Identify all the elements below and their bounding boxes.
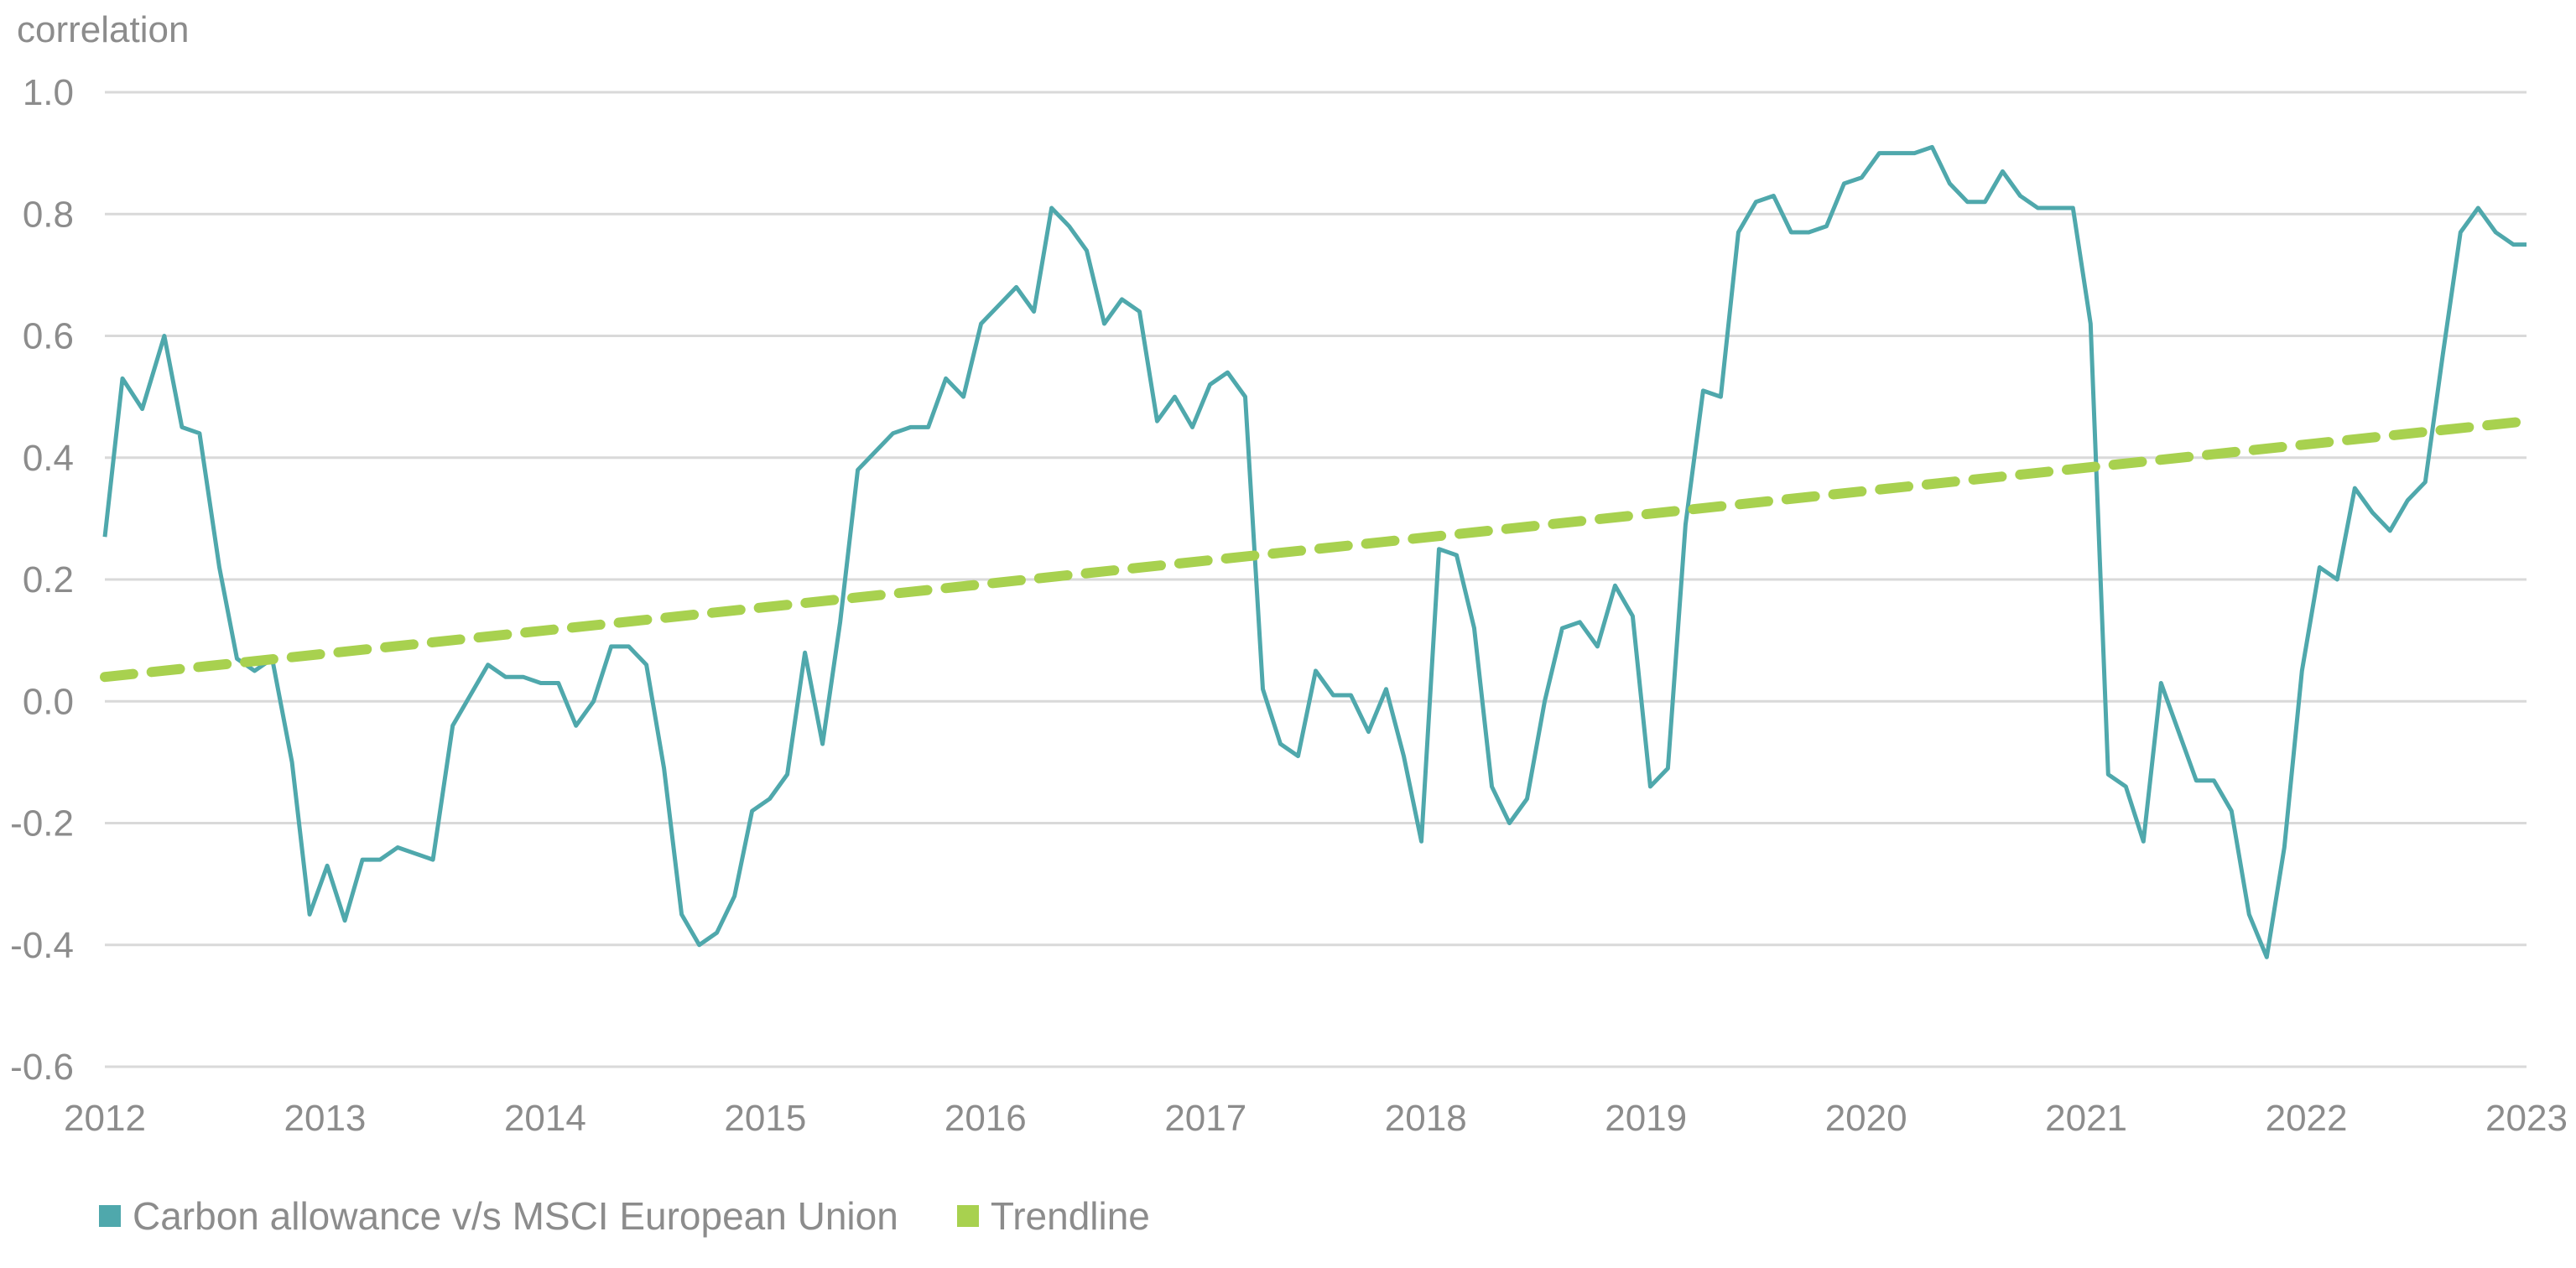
legend-item-trendline: Trendline [956,1193,1150,1239]
gridlines [105,91,2527,1068]
y-tick-label: 1.0 [23,72,74,113]
x-tick-label: 2020 [1825,1098,1907,1139]
x-tick-label: 2022 [2266,1098,2348,1139]
legend-swatch-carbon [99,1205,121,1227]
trendline-series-line [100,416,2532,683]
x-tick-label: 2016 [945,1098,1027,1139]
y-tick-label: 0.4 [23,438,74,479]
x-tick-label: 2014 [504,1098,586,1139]
series-group [100,144,2532,959]
y-tick-label: -0.6 [10,1047,74,1088]
legend-label-trendline: Trendline [990,1194,1150,1238]
y-tick-label: 0.0 [23,681,74,722]
y-tick-label: -0.4 [10,925,74,966]
x-tick-label: 2015 [724,1098,806,1139]
y-tick-label: 0.8 [23,194,74,235]
legend-label-carbon: Carbon allowance v/s MSCI European Union [133,1194,898,1238]
x-tick-label: 2013 [284,1098,367,1139]
y-tick-label: -0.2 [10,803,74,844]
y-tick-label: 0.6 [23,316,74,357]
x-tick-label: 2017 [1164,1098,1246,1139]
y-tick-label: 0.2 [23,559,74,600]
x-tick-label: 2012 [64,1098,146,1139]
legend-item-carbon: Carbon allowance v/s MSCI European Union [99,1193,898,1239]
carbon-correlation-series-line [102,144,2527,959]
x-axis-ticks: 2012 2013 2014 2015 2016 2017 2018 2019 2020 2021… [64,1098,2568,1139]
legend: Carbon allowance v/s MSCI European Union… [99,1191,1209,1241]
y-axis-ticks: -0.6 -0.4 -0.2 0.0 0.2 0.4 0.6 0.8 1.0 [10,72,74,1088]
x-tick-label: 2023 [2485,1098,2568,1139]
y-axis-label: correlation [17,9,189,50]
legend-swatch-trendline [956,1205,979,1227]
x-tick-label: 2021 [2045,1098,2127,1139]
x-tick-label: 2018 [1385,1098,1467,1139]
x-tick-label: 2019 [1605,1098,1687,1139]
